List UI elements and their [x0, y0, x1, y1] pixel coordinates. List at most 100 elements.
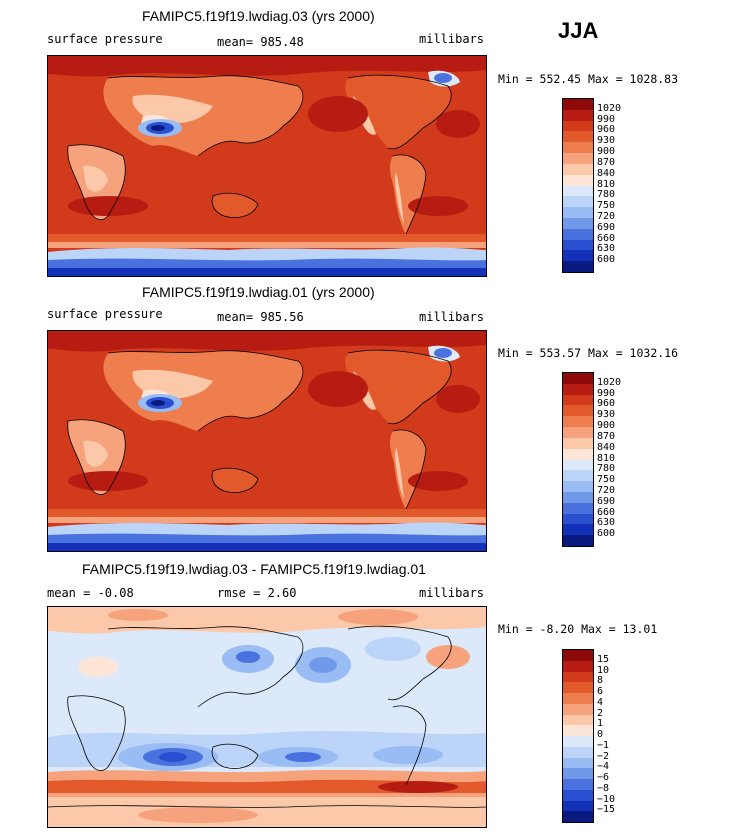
panel-1-map-field — [48, 56, 486, 276]
panel-2-mean-label: mean= 985.56 — [217, 310, 304, 324]
colorbar-swatch — [563, 448, 593, 460]
colorbar-tick-label: −1 — [597, 739, 610, 751]
colorbar-tick-label: 660 — [597, 232, 616, 244]
colorbar-swatch — [563, 120, 593, 132]
colorbar-tick-label: −6 — [597, 772, 610, 783]
colorbar-tick-label: 990 — [597, 113, 616, 125]
colorbar-tick-label: 2 — [597, 707, 604, 719]
colorbar-swatch — [563, 714, 593, 726]
panel-3-colorbar-labels: 15 10 8 6 4 2 1 0 −1 −2 −4 −6 −8 −10 −15 — [597, 649, 637, 821]
colorbar-tick-label: −8 — [597, 782, 610, 794]
colorbar-swatch — [563, 261, 593, 272]
panel-2-minmax: Min = 553.57 Max = 1032.16 — [498, 346, 679, 360]
colorbar-swatch — [563, 502, 593, 514]
colorbar-swatch — [563, 174, 593, 186]
panel-1-units-label: millibars — [419, 32, 485, 46]
colorbar-tick-label: 1 — [597, 718, 604, 730]
panel-3-mean-label: mean = -0.08 — [47, 586, 134, 600]
colorbar-swatch — [563, 373, 593, 384]
panel-2-variable-label: surface pressure — [47, 307, 163, 321]
panel-1-colorbar — [562, 98, 594, 273]
colorbar-swatch — [563, 779, 593, 790]
panel-2-title: FAMIPC5.f19f19.lwdiag.01 (yrs 2000) — [142, 284, 375, 300]
colorbar-tick-label: 930 — [597, 135, 616, 147]
colorbar-tick-label: −4 — [597, 761, 610, 773]
season-label: JJA — [558, 18, 599, 43]
colorbar-swatch — [563, 671, 593, 683]
panel-2-map — [47, 330, 487, 552]
colorbar-swatch — [563, 99, 593, 110]
colorbar-swatch — [563, 163, 593, 175]
colorbar-swatch — [563, 513, 593, 525]
panel-3-title: FAMIPC5.f19f19.lwdiag.03 - FAMIPC5.f19f1… — [82, 561, 426, 577]
colorbar-swatch — [563, 736, 593, 747]
colorbar-tick-label: −2 — [597, 750, 610, 762]
colorbar-swatch — [563, 682, 593, 693]
colorbar-swatch — [563, 660, 593, 672]
colorbar-tick-label: −15 — [597, 804, 616, 816]
panel-3-rmse-label: rmse = 2.60 — [217, 586, 297, 600]
colorbar-swatch — [563, 459, 593, 471]
colorbar-swatch — [563, 703, 593, 715]
colorbar-tick-label: 780 — [597, 463, 616, 475]
colorbar-swatch — [563, 535, 593, 546]
colorbar-swatch — [563, 481, 593, 492]
colorbar-swatch — [563, 142, 593, 154]
colorbar-tick-label: 600 — [597, 254, 616, 266]
colorbar-swatch — [563, 757, 593, 769]
panel-1-variable-label: surface pressure — [47, 32, 163, 46]
colorbar-swatch — [563, 131, 593, 143]
colorbar-swatch — [563, 250, 593, 262]
colorbar-swatch — [563, 228, 593, 240]
colorbar-swatch — [563, 405, 593, 417]
colorbar-tick-label: 4 — [597, 696, 604, 708]
colorbar-tick-label: 660 — [597, 506, 616, 518]
panel-1-mean-label: mean= 985.48 — [217, 35, 304, 49]
colorbar-tick-label: 810 — [597, 452, 616, 464]
panel-1-minmax: Min = 552.45 Max = 1028.83 — [498, 72, 679, 86]
colorbar-tick-label: 840 — [597, 441, 616, 453]
colorbar-tick-label: 810 — [597, 178, 616, 190]
panel-2-colorbar-labels: 1020 990 960 930 900 870 840 810 780 750 720 690 660… — [597, 372, 637, 545]
colorbar-tick-label: 750 — [597, 474, 616, 486]
colorbar-swatch — [563, 437, 593, 449]
colorbar-swatch — [563, 789, 593, 801]
colorbar-swatch — [563, 196, 593, 208]
panel-3-map-field — [48, 607, 486, 827]
colorbar-swatch — [563, 207, 593, 218]
panel-2-colorbar — [562, 372, 594, 547]
colorbar-tick-label: 690 — [597, 495, 616, 507]
colorbar-tick-label: 870 — [597, 430, 616, 442]
colorbar-tick-label: 720 — [597, 210, 616, 222]
colorbar-swatch — [563, 491, 593, 503]
colorbar-tick-label: 960 — [597, 124, 616, 136]
colorbar-swatch — [563, 746, 593, 758]
colorbar-tick-label: 10 — [597, 664, 610, 676]
panel-1-colorbar-labels: 1020 990 960 930 900 870 840 810 780 750 720 690 660… — [597, 98, 637, 271]
colorbar-tick-label: 630 — [597, 243, 616, 255]
colorbar-swatch — [563, 416, 593, 428]
colorbar-swatch — [563, 383, 593, 395]
colorbar-tick-label: 990 — [597, 387, 616, 399]
colorbar-tick-label: 8 — [597, 675, 604, 687]
colorbar-tick-label: 750 — [597, 200, 616, 212]
panel-3-map — [47, 606, 487, 828]
colorbar-tick-label: 690 — [597, 221, 616, 233]
colorbar-swatch — [563, 650, 593, 661]
colorbar-tick-label: 6 — [597, 686, 604, 697]
colorbar-tick-label: 600 — [597, 528, 616, 540]
colorbar-swatch — [563, 800, 593, 812]
panel-2-units-label: millibars — [419, 310, 485, 324]
colorbar-swatch — [563, 427, 593, 438]
colorbar-tick-label: 15 — [597, 653, 610, 665]
colorbar-tick-label: 960 — [597, 398, 616, 410]
colorbar-swatch — [563, 768, 593, 779]
colorbar-tick-label: 930 — [597, 409, 616, 421]
colorbar-swatch — [563, 693, 593, 704]
colorbar-tick-label: 900 — [597, 420, 616, 432]
colorbar-tick-label: 870 — [597, 156, 616, 168]
panel-3-units-label: millibars — [419, 586, 485, 600]
colorbar-swatch — [563, 725, 593, 736]
panel-2-map-field — [48, 331, 486, 551]
colorbar-swatch — [563, 153, 593, 164]
